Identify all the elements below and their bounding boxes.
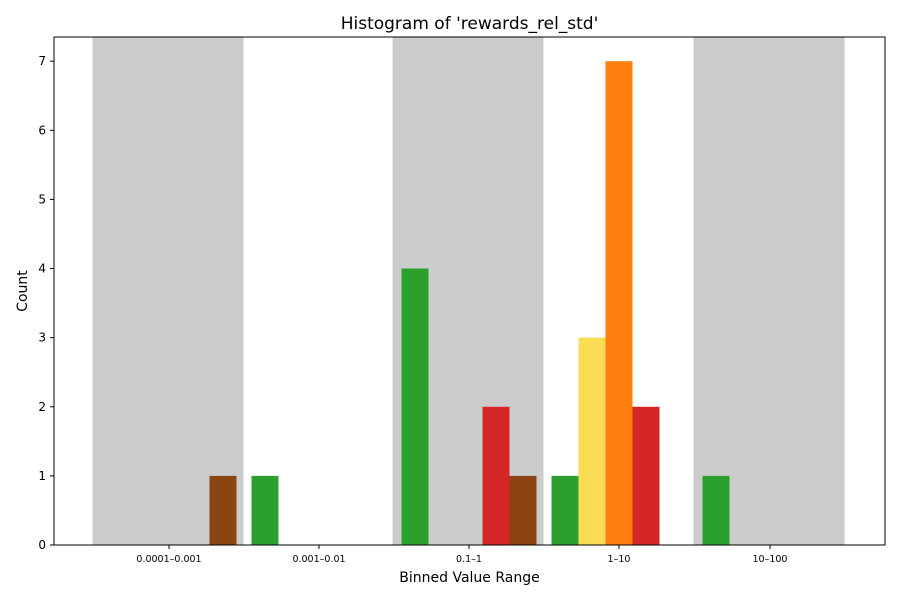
y-axis-label: Count bbox=[15, 270, 31, 312]
x-tick-label-2: 0.1–1 bbox=[456, 554, 482, 565]
bar-green-3 bbox=[551, 475, 579, 545]
bar-green-1 bbox=[251, 475, 279, 545]
bar-yellow-3 bbox=[578, 337, 606, 545]
y-tick-label-4: 4 bbox=[38, 262, 46, 276]
bar-green-2 bbox=[401, 268, 429, 545]
category-shading bbox=[92, 37, 845, 545]
x-tick-label-0: 0.0001–0.001 bbox=[136, 554, 201, 565]
bar-orange-3 bbox=[605, 61, 633, 545]
bar-green-4 bbox=[702, 475, 730, 545]
y-tick-label-5: 5 bbox=[38, 192, 46, 206]
y-tick-label-2: 2 bbox=[38, 400, 46, 414]
shade-band-0 bbox=[92, 37, 244, 545]
x-axis-ticks: 0.0001–0.001 0.001–0.01 0.1–1 1–10 10–100 bbox=[136, 545, 787, 565]
y-tick-label-1: 1 bbox=[38, 469, 46, 483]
bar-red-2 bbox=[482, 406, 510, 545]
y-tick-label-7: 7 bbox=[38, 54, 46, 68]
y-tick-label-3: 3 bbox=[38, 331, 46, 345]
y-axis-ticks: 0 1 2 3 4 5 6 7 bbox=[38, 54, 54, 552]
bar-brown-0 bbox=[209, 475, 237, 545]
chart-title: Histogram of 'rewards_rel_std' bbox=[341, 14, 599, 34]
x-tick-label-4: 10–100 bbox=[753, 554, 788, 565]
bar-red-3 bbox=[632, 406, 660, 545]
bar-brown-2 bbox=[509, 475, 537, 545]
x-tick-label-1: 0.001–0.01 bbox=[292, 554, 345, 565]
shade-band-4 bbox=[693, 37, 845, 545]
x-tick-label-3: 1–10 bbox=[608, 554, 631, 565]
bars bbox=[209, 61, 730, 545]
x-axis-label: Binned Value Range bbox=[399, 570, 539, 586]
y-tick-label-0: 0 bbox=[38, 538, 46, 552]
y-tick-label-6: 6 bbox=[38, 123, 46, 137]
